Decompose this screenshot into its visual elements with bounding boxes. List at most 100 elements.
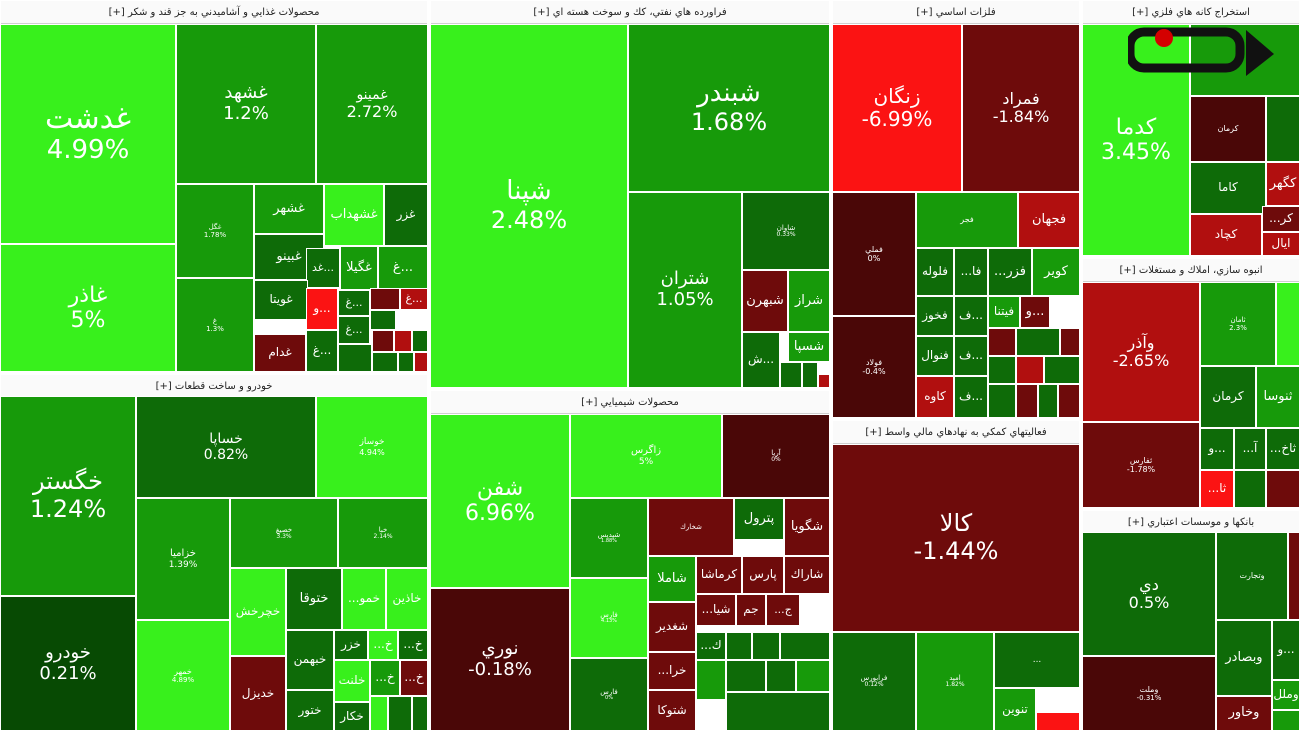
- treemap-tile[interactable]: [988, 384, 1016, 418]
- treemap-tile[interactable]: شبهرن: [742, 270, 788, 332]
- treemap-tile[interactable]: خبا 2.14%: [338, 498, 428, 568]
- treemap-tile[interactable]: و...: [306, 288, 338, 330]
- treemap-tile[interactable]: شاوان 0.33%: [742, 192, 830, 270]
- treemap-tile[interactable]: [412, 696, 428, 731]
- sector-header[interactable]: محصولات غذايي و آشاميدني به جز قند و شكر…: [1, 1, 427, 24]
- treemap-tile[interactable]: غگيلا: [340, 246, 378, 290]
- treemap-tile[interactable]: [726, 632, 752, 660]
- treemap-tile[interactable]: فارس 0%: [570, 658, 648, 731]
- treemap-tile[interactable]: غ...: [338, 316, 370, 344]
- treemap-tile[interactable]: [338, 344, 372, 372]
- sector-header[interactable]: محصولات شيميايي [+]: [431, 391, 829, 414]
- treemap-tile[interactable]: [780, 632, 830, 660]
- treemap-tile[interactable]: وبصادر: [1216, 620, 1272, 696]
- treemap-tile[interactable]: آريا 0%: [722, 414, 830, 498]
- treemap-tile[interactable]: ...خ: [370, 660, 400, 696]
- treemap-tile[interactable]: غ...: [306, 330, 338, 372]
- treemap-tile[interactable]: ...ك: [696, 632, 726, 660]
- treemap-tile[interactable]: ...شيا: [696, 594, 736, 626]
- treemap-tile[interactable]: ختور: [286, 690, 334, 731]
- treemap-tile[interactable]: فمراد -1.84%: [962, 24, 1080, 192]
- treemap-tile[interactable]: [796, 660, 830, 692]
- treemap-tile[interactable]: غ...: [400, 288, 428, 310]
- treemap-tile[interactable]: [414, 352, 428, 372]
- treemap-tile[interactable]: ...خمو: [342, 568, 386, 630]
- treemap-tile[interactable]: [780, 362, 802, 388]
- treemap-tile[interactable]: خمهر 4.89%: [136, 620, 230, 731]
- treemap-tile[interactable]: غدشت 4.99%: [0, 24, 176, 244]
- treemap-tile[interactable]: فخوز: [916, 296, 954, 336]
- treemap-tile[interactable]: وآذر -2.65%: [1082, 282, 1200, 422]
- treemap-tile[interactable]: شپنا 2.48%: [430, 24, 628, 388]
- treemap-tile[interactable]: فولاد -0.4%: [832, 316, 916, 418]
- treemap-tile[interactable]: غشهد 1.2%: [176, 24, 316, 184]
- treemap-tile[interactable]: غ 1.3%: [176, 278, 254, 372]
- treemap-tile[interactable]: [766, 660, 796, 692]
- sector-header[interactable]: استخراج كانه هاي فلزي [+]: [1083, 1, 1299, 24]
- treemap-tile[interactable]: شاراك: [784, 556, 830, 594]
- treemap-tile[interactable]: ختوقا: [286, 568, 342, 630]
- treemap-tile[interactable]: خساپا 0.82%: [136, 396, 316, 498]
- treemap-tile[interactable]: غ...: [338, 290, 370, 316]
- treemap-tile[interactable]: غدام: [254, 334, 306, 372]
- treemap-tile[interactable]: ...آ: [1234, 428, 1266, 470]
- treemap-tile[interactable]: غد...: [306, 248, 340, 288]
- sector-header[interactable]: انبوه سازي، املاك و مستغلات [+]: [1083, 259, 1299, 282]
- treemap-tile[interactable]: شفن 6.96%: [430, 414, 570, 588]
- treemap-tile[interactable]: ...خ: [400, 660, 428, 696]
- treemap-tile[interactable]: غ...: [378, 246, 428, 290]
- treemap-tile[interactable]: و...: [1020, 296, 1050, 328]
- treemap-tile[interactable]: ف...: [954, 296, 988, 336]
- treemap-tile[interactable]: ...خرا: [648, 652, 696, 690]
- treemap-tile[interactable]: خكار: [334, 702, 370, 731]
- treemap-tile[interactable]: كگهر: [1266, 162, 1300, 206]
- treemap-tile[interactable]: شغدير: [648, 602, 696, 652]
- treemap-tile[interactable]: غشهر: [254, 184, 324, 234]
- treemap-tile[interactable]: وخاور: [1216, 696, 1272, 731]
- treemap-tile[interactable]: [1016, 384, 1038, 418]
- treemap-tile[interactable]: غمينو 2.72%: [316, 24, 428, 184]
- treemap-tile[interactable]: خاذين: [386, 568, 428, 630]
- treemap-tile[interactable]: ...ثا: [1200, 470, 1234, 508]
- treemap-tile[interactable]: شتوكا: [648, 690, 696, 731]
- treemap-tile[interactable]: ...ثاخ: [1266, 428, 1300, 470]
- treemap-tile[interactable]: كرمان: [1200, 366, 1256, 428]
- treemap-tile[interactable]: ...خ: [368, 630, 398, 660]
- treemap-tile[interactable]: [1272, 710, 1300, 731]
- treemap-tile[interactable]: خزر: [334, 630, 368, 660]
- treemap-tile[interactable]: [802, 362, 818, 388]
- treemap-tile[interactable]: كاوه: [916, 376, 954, 418]
- treemap-tile[interactable]: ثامان 2.3%: [1200, 282, 1276, 366]
- sector-header[interactable]: فعاليتهاي كمكي به نهادهاي مالي واسط [+]: [833, 421, 1079, 444]
- treemap-tile[interactable]: تنوين: [994, 688, 1036, 731]
- treemap-tile[interactable]: [370, 696, 388, 731]
- treemap-tile[interactable]: [1036, 712, 1080, 731]
- sector-header[interactable]: خودرو و ساخت قطعات [+]: [1, 375, 427, 398]
- treemap-tile[interactable]: نوري -0.18%: [430, 588, 570, 731]
- treemap-tile[interactable]: [1266, 470, 1300, 508]
- treemap-tile[interactable]: زنگان -6.99%: [832, 24, 962, 192]
- treemap-tile[interactable]: [370, 288, 400, 310]
- treemap-tile[interactable]: شخارك: [648, 498, 734, 556]
- treemap-tile[interactable]: خصيغ 3.3%: [230, 498, 338, 568]
- treemap-tile[interactable]: [1038, 384, 1058, 418]
- treemap-tile[interactable]: خزاميا 1.39%: [136, 498, 230, 620]
- treemap-tile[interactable]: شپديس 1.88%: [570, 498, 648, 578]
- treemap-tile[interactable]: كرمان: [1190, 96, 1266, 162]
- treemap-tile[interactable]: ثفارس -1.78%: [1082, 422, 1200, 508]
- treemap-tile[interactable]: [388, 696, 412, 731]
- treemap-tile[interactable]: اميد 1.82%: [916, 632, 994, 731]
- treemap-tile[interactable]: خگستر 1.24%: [0, 396, 136, 596]
- treemap-tile[interactable]: [726, 660, 766, 692]
- treemap-tile[interactable]: دي 0.5%: [1082, 532, 1216, 656]
- treemap-tile[interactable]: [1266, 96, 1300, 162]
- treemap-tile[interactable]: خودرو 0.21%: [0, 596, 136, 731]
- treemap-tile[interactable]: غزر: [384, 184, 428, 246]
- treemap-tile[interactable]: شتران 1.05%: [628, 192, 742, 388]
- treemap-tile[interactable]: ...: [994, 632, 1080, 688]
- treemap-tile[interactable]: [988, 328, 1016, 356]
- treemap-tile[interactable]: ايال: [1262, 232, 1300, 256]
- treemap-tile[interactable]: خلنت: [334, 660, 370, 702]
- treemap-tile[interactable]: فنوال: [916, 336, 954, 376]
- treemap-tile[interactable]: پارس: [742, 556, 784, 594]
